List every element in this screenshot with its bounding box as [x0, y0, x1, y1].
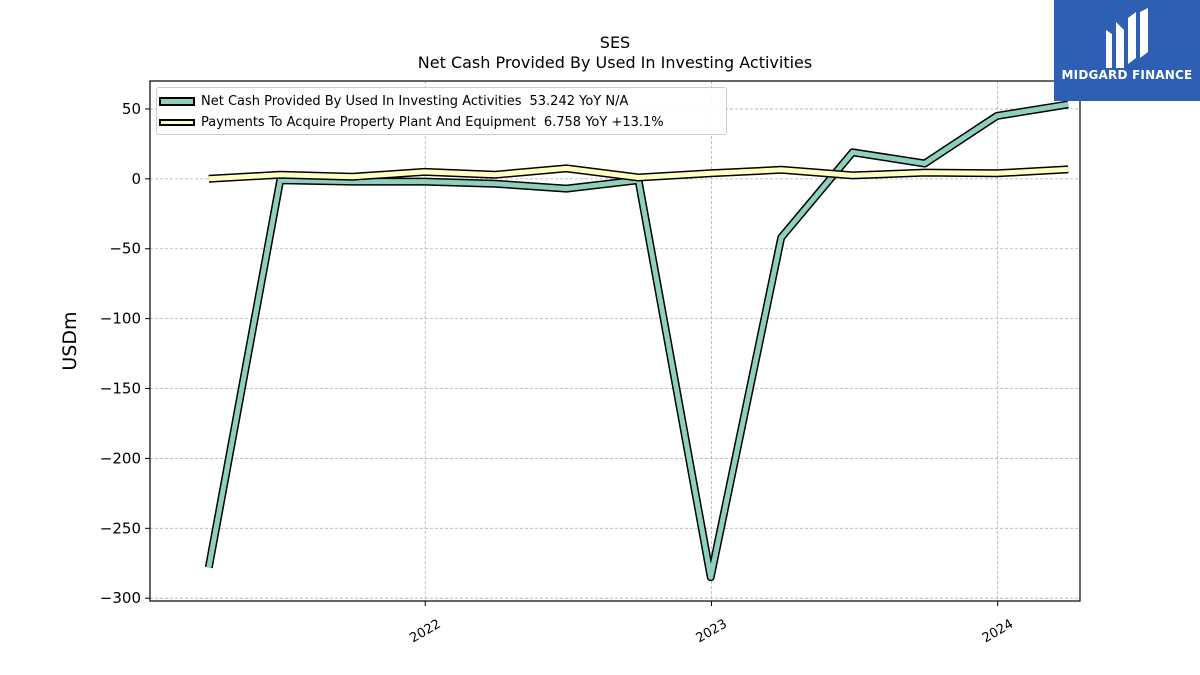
y-tick-label: −100	[100, 310, 141, 328]
legend-value-net-cash: 53.242 YoY N/A	[529, 93, 629, 109]
series-line-capex	[208, 164, 1069, 183]
midgard-finance-logo: MIDGARD FINANCE	[1054, 0, 1200, 101]
y-tick-label: −250	[100, 519, 141, 537]
y-tick-label: −300	[100, 589, 141, 607]
chart-legend: Net Cash Provided By Used In Investing A…	[156, 87, 727, 135]
legend-swatch-net-cash	[159, 96, 195, 106]
logo-text: MIDGARD FINANCE	[1061, 68, 1193, 82]
chart-title: SES	[599, 33, 631, 52]
x-tick-label: 2022	[407, 617, 443, 647]
legend-swatch-capex	[159, 118, 195, 126]
x-tick-label: 2023	[694, 617, 730, 647]
legend-value-capex: 6.758 YoY +13.1%	[543, 114, 664, 130]
y-axis-label: USDm	[59, 311, 81, 370]
legend-entry-net-cash: Net Cash Provided By Used In Investing A…	[157, 91, 628, 111]
y-tick-label: −150	[100, 380, 141, 398]
logo-mark-icon	[1106, 8, 1148, 68]
y-tick-label: −200	[100, 449, 141, 467]
y-tick-label: 50	[122, 100, 141, 118]
y-tick-label: 0	[131, 170, 141, 188]
x-tick-label: 2024	[980, 617, 1016, 647]
chart-subtitle: Net Cash Provided By Used In Investing A…	[417, 53, 813, 72]
legend-entry-capex: Payments To Acquire Property Plant And E…	[157, 112, 664, 132]
legend-label-net-cash: Net Cash Provided By Used In Investing A…	[201, 93, 522, 109]
legend-label-capex: Payments To Acquire Property Plant And E…	[201, 114, 536, 130]
y-tick-label: −50	[109, 240, 141, 258]
plot-frame	[149, 80, 1081, 602]
